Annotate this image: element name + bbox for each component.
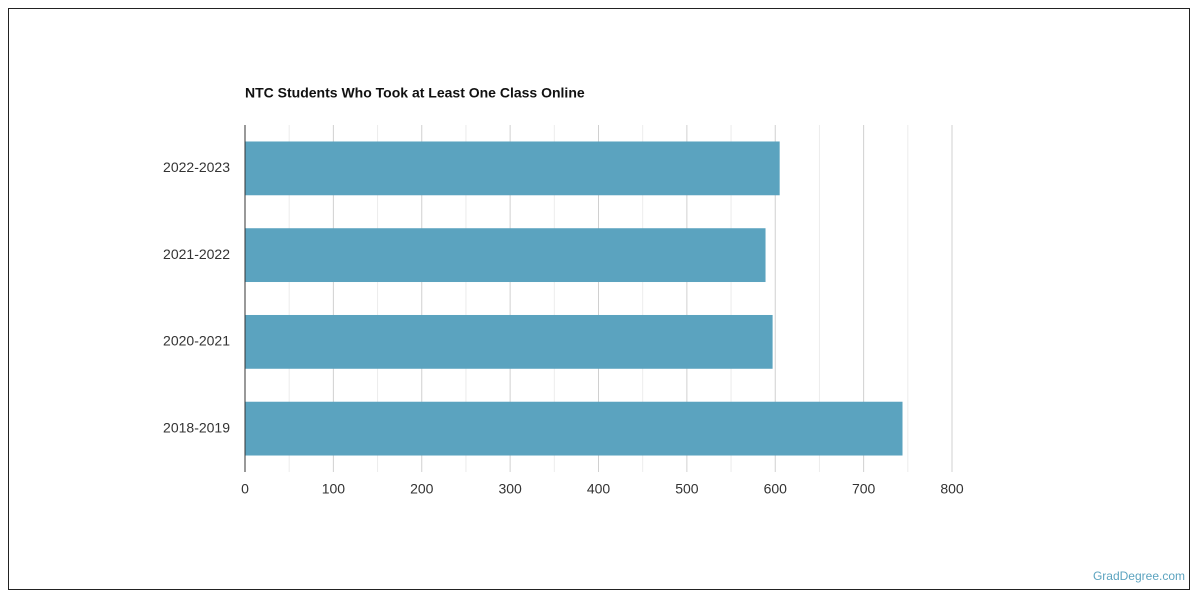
y-tick-label: 2018-2019 [163, 419, 230, 435]
x-tick-label: 700 [852, 481, 876, 497]
source-link[interactable]: GradDegree.com [1093, 569, 1185, 583]
y-tick-label: 2022-2023 [163, 159, 230, 175]
x-tick-label: 100 [322, 481, 346, 497]
chart-title: NTC Students Who Took at Least One Class… [245, 85, 585, 101]
x-tick-label: 400 [587, 481, 611, 497]
x-tick-label: 800 [940, 481, 964, 497]
bar [245, 228, 766, 283]
bar [245, 401, 903, 456]
bar [245, 314, 773, 369]
x-tick-label: 300 [498, 481, 522, 497]
x-tick-label: 600 [764, 481, 788, 497]
x-tick-label: 200 [410, 481, 434, 497]
bar [245, 141, 780, 196]
y-tick-label: 2021-2022 [163, 246, 230, 262]
frame [8, 8, 1190, 590]
y-tick-label: 2020-2021 [163, 333, 230, 349]
x-tick-label: 500 [675, 481, 699, 497]
x-tick-label: 0 [241, 481, 249, 497]
